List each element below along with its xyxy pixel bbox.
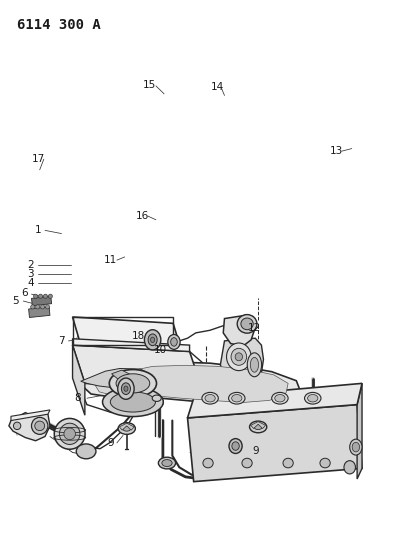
Text: 8: 8	[75, 393, 81, 403]
Ellipse shape	[232, 394, 242, 402]
Text: 17: 17	[32, 154, 45, 164]
Polygon shape	[31, 296, 52, 306]
Ellipse shape	[35, 421, 44, 431]
Polygon shape	[73, 317, 181, 350]
Text: 3: 3	[27, 270, 33, 279]
Ellipse shape	[30, 305, 35, 309]
Text: 13: 13	[330, 146, 343, 156]
Ellipse shape	[122, 383, 131, 394]
Polygon shape	[112, 370, 132, 382]
Ellipse shape	[40, 305, 44, 309]
Ellipse shape	[344, 461, 356, 474]
Ellipse shape	[250, 421, 267, 433]
Text: 1: 1	[35, 225, 42, 236]
Ellipse shape	[152, 395, 161, 401]
Ellipse shape	[171, 338, 177, 346]
Ellipse shape	[275, 394, 285, 402]
Ellipse shape	[232, 442, 239, 450]
Polygon shape	[119, 423, 134, 430]
Ellipse shape	[31, 417, 48, 434]
Ellipse shape	[110, 392, 155, 412]
Polygon shape	[73, 345, 85, 415]
Ellipse shape	[145, 330, 161, 350]
Ellipse shape	[205, 394, 215, 402]
Polygon shape	[73, 345, 202, 389]
Ellipse shape	[162, 459, 172, 466]
Ellipse shape	[308, 394, 318, 402]
Ellipse shape	[116, 374, 150, 393]
Ellipse shape	[35, 305, 40, 309]
Polygon shape	[28, 307, 50, 318]
Text: 9: 9	[108, 438, 114, 448]
Ellipse shape	[168, 335, 180, 349]
Ellipse shape	[59, 423, 80, 445]
Ellipse shape	[235, 353, 243, 361]
Ellipse shape	[109, 369, 157, 397]
Ellipse shape	[43, 294, 47, 298]
Text: 15: 15	[143, 80, 156, 90]
Ellipse shape	[64, 428, 75, 440]
Polygon shape	[251, 422, 266, 429]
Ellipse shape	[14, 422, 21, 430]
Ellipse shape	[229, 439, 242, 454]
Ellipse shape	[229, 392, 245, 404]
Ellipse shape	[352, 442, 360, 452]
Ellipse shape	[254, 424, 262, 430]
Text: 10: 10	[153, 345, 166, 356]
Ellipse shape	[304, 392, 321, 404]
Polygon shape	[9, 413, 50, 441]
Ellipse shape	[242, 458, 252, 468]
Ellipse shape	[54, 418, 85, 449]
Polygon shape	[77, 362, 300, 405]
Ellipse shape	[227, 343, 251, 370]
Text: 18: 18	[131, 330, 145, 341]
Text: 4: 4	[27, 279, 33, 288]
Ellipse shape	[33, 294, 37, 298]
Ellipse shape	[241, 318, 253, 330]
Ellipse shape	[202, 392, 218, 404]
Ellipse shape	[38, 294, 42, 298]
Text: 12: 12	[248, 322, 261, 333]
Bar	[73, 317, 173, 345]
Ellipse shape	[237, 314, 257, 333]
Text: 14: 14	[211, 82, 224, 92]
Polygon shape	[187, 405, 362, 482]
Ellipse shape	[76, 444, 96, 459]
Polygon shape	[93, 365, 288, 402]
Ellipse shape	[150, 337, 154, 343]
Polygon shape	[73, 339, 190, 351]
Ellipse shape	[103, 387, 163, 417]
Polygon shape	[357, 383, 362, 479]
Ellipse shape	[247, 353, 262, 377]
Ellipse shape	[250, 357, 259, 372]
Ellipse shape	[118, 378, 134, 399]
Text: 11: 11	[104, 255, 117, 265]
Text: 7: 7	[58, 336, 65, 346]
Polygon shape	[11, 410, 50, 421]
Ellipse shape	[124, 386, 128, 391]
Text: 6: 6	[21, 288, 28, 298]
Ellipse shape	[48, 294, 52, 298]
Ellipse shape	[350, 439, 362, 455]
Ellipse shape	[320, 458, 330, 468]
Polygon shape	[220, 338, 264, 379]
Ellipse shape	[283, 458, 293, 468]
Ellipse shape	[45, 305, 49, 309]
Polygon shape	[223, 316, 255, 346]
Text: 6114 300 A: 6114 300 A	[17, 18, 101, 32]
Ellipse shape	[203, 458, 213, 468]
Ellipse shape	[231, 348, 247, 365]
Polygon shape	[187, 383, 362, 418]
Polygon shape	[81, 368, 152, 389]
Text: 9: 9	[253, 446, 260, 456]
Ellipse shape	[158, 457, 176, 469]
Text: 5: 5	[12, 296, 19, 306]
Text: 2: 2	[27, 261, 33, 270]
Text: 16: 16	[136, 211, 149, 221]
Ellipse shape	[123, 426, 131, 431]
Ellipse shape	[118, 423, 136, 434]
Ellipse shape	[148, 334, 157, 345]
Ellipse shape	[272, 392, 288, 404]
